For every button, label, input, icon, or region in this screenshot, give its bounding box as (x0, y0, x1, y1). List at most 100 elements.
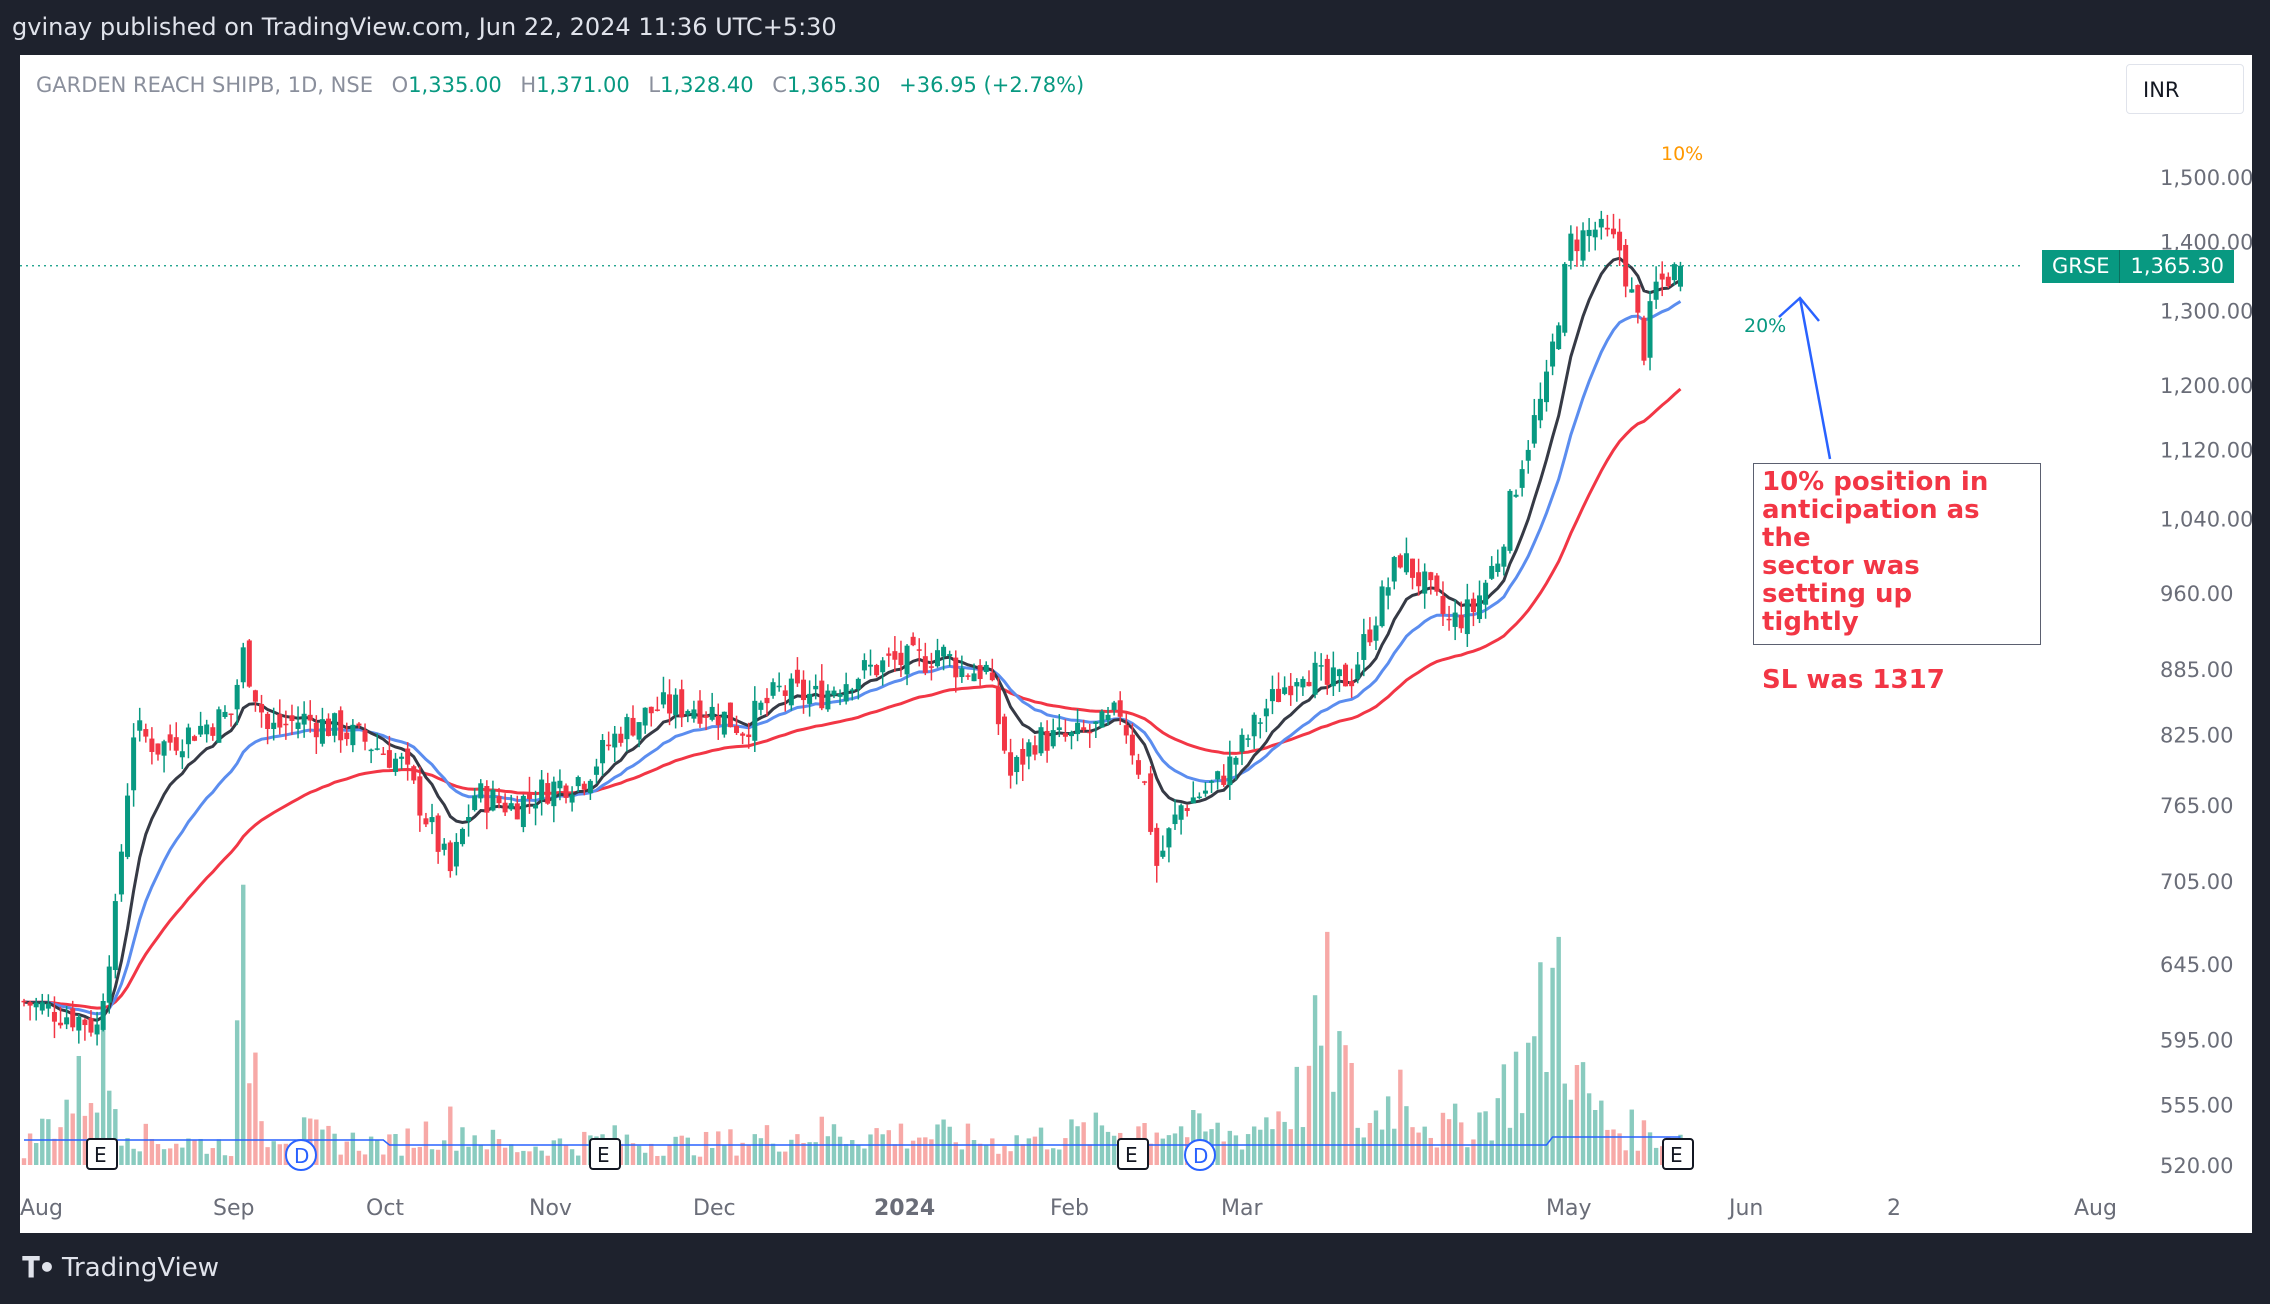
volume-bar (1160, 1138, 1166, 1165)
low-label: L (648, 73, 661, 97)
candle-body (216, 709, 222, 743)
candle-body (1300, 678, 1306, 688)
candle-body (935, 650, 940, 667)
volume-bar (697, 1156, 703, 1165)
candle-body (1610, 228, 1616, 235)
volume-bar (1556, 936, 1561, 1165)
candle-body (1190, 797, 1196, 804)
volume-bar (1392, 1128, 1397, 1165)
tradingview-logo[interactable]: 𝐓• TradingView (22, 1251, 219, 1285)
event-letter: E (1125, 1143, 1138, 1167)
volume-bar (1294, 1066, 1300, 1165)
candle-body (624, 717, 630, 740)
candle-body (1440, 596, 1446, 614)
candle-body (155, 743, 161, 755)
volume-bar (1020, 1144, 1025, 1165)
volume-bar (746, 1145, 751, 1165)
volume-bar (1477, 1112, 1482, 1165)
event-letter: D (294, 1144, 309, 1168)
volume-bar (789, 1139, 794, 1165)
volume-bar (856, 1145, 861, 1165)
annotation-arrow (1798, 297, 1832, 460)
x-tick-label: Jun (1727, 1196, 1763, 1221)
candle-body (1677, 265, 1683, 287)
volume-bar (1446, 1119, 1452, 1165)
candle-body (496, 796, 502, 804)
candle-body (88, 1017, 94, 1033)
volume-bar (478, 1145, 483, 1165)
volume-bar (405, 1128, 410, 1165)
chart-canvas[interactable]: 520.00 555.00 595.00 645.00 705.00 765.00 825.… (20, 55, 2252, 1233)
candle-body (1075, 722, 1081, 735)
candle-body (880, 660, 886, 673)
volume-bar (734, 1155, 739, 1165)
x-tick-label: Aug (20, 1196, 63, 1221)
candle-body (76, 1016, 82, 1031)
candle-body (983, 664, 989, 673)
volume-bar (1635, 1150, 1641, 1165)
candle-body (1038, 727, 1044, 754)
volume-bar (1507, 1127, 1513, 1165)
volume-bar (801, 1142, 806, 1165)
volume-bar (642, 1152, 648, 1165)
symbol-legend: GARDEN REACH SHIPB, 1D, NSE O1,335.00 H1… (36, 73, 1084, 97)
candle-body (137, 720, 143, 731)
volume-bar (1282, 1121, 1287, 1165)
candle-body (173, 737, 179, 751)
volume-bar (521, 1150, 526, 1165)
volume-bar (569, 1149, 575, 1165)
candle-body (1020, 748, 1026, 765)
x-tick-label: Dec (693, 1196, 736, 1221)
candle-body (1574, 239, 1580, 252)
candle-body (484, 785, 490, 813)
volume-bar (649, 1143, 654, 1165)
candle-body (21, 1000, 27, 1003)
candle-body (569, 794, 575, 803)
candle-body (502, 802, 508, 813)
candle-body (271, 722, 277, 730)
volume-bar (892, 1144, 898, 1165)
candle-body (447, 842, 453, 872)
candle-body (1312, 662, 1318, 695)
volume-bar (119, 1145, 124, 1165)
candle-body (1062, 733, 1068, 737)
volume-bar (417, 1146, 423, 1165)
candle-body (642, 707, 648, 726)
volume-bar (923, 1137, 928, 1165)
volume-bar (490, 1129, 496, 1165)
candle-body (1617, 231, 1623, 251)
high-label: H (520, 73, 537, 97)
candle-body (1489, 565, 1495, 579)
trade-note-box[interactable]: 10% position in anticipation as the sect… (1753, 463, 2041, 694)
volume-bar (1221, 1141, 1226, 1165)
event-letter: D (1193, 1144, 1208, 1168)
volume-bar (460, 1127, 465, 1165)
volume-bar (33, 1143, 39, 1165)
volume-bar (1367, 1123, 1373, 1165)
candle-body (1135, 760, 1141, 775)
candle-body (892, 651, 898, 660)
volume-bar (1355, 1127, 1360, 1165)
volume-bar (1568, 1099, 1574, 1165)
candle-body (1209, 781, 1215, 783)
candle-body (222, 711, 228, 718)
currency-button[interactable]: INR (2126, 64, 2244, 114)
volume-bar (1087, 1144, 1092, 1165)
candle-body (1470, 598, 1476, 613)
candle-body (435, 815, 441, 852)
volume-bar (929, 1139, 934, 1165)
chart-panel[interactable]: 520.00 555.00 595.00 645.00 705.00 765.00 825.… (20, 55, 2252, 1233)
volume-bar (484, 1149, 490, 1165)
candle-body (508, 803, 514, 810)
volume-bar (186, 1138, 191, 1165)
event-letter: E (94, 1143, 107, 1167)
candle-body (131, 737, 137, 791)
candle-body (1550, 341, 1556, 367)
volume-bar (1258, 1129, 1263, 1165)
candle-body (1117, 700, 1123, 717)
volume-bar (1465, 1147, 1470, 1165)
volume-bar (1172, 1133, 1178, 1165)
volume-bar (466, 1146, 471, 1165)
volume-bar (1653, 1147, 1659, 1165)
candle-body (265, 713, 271, 729)
